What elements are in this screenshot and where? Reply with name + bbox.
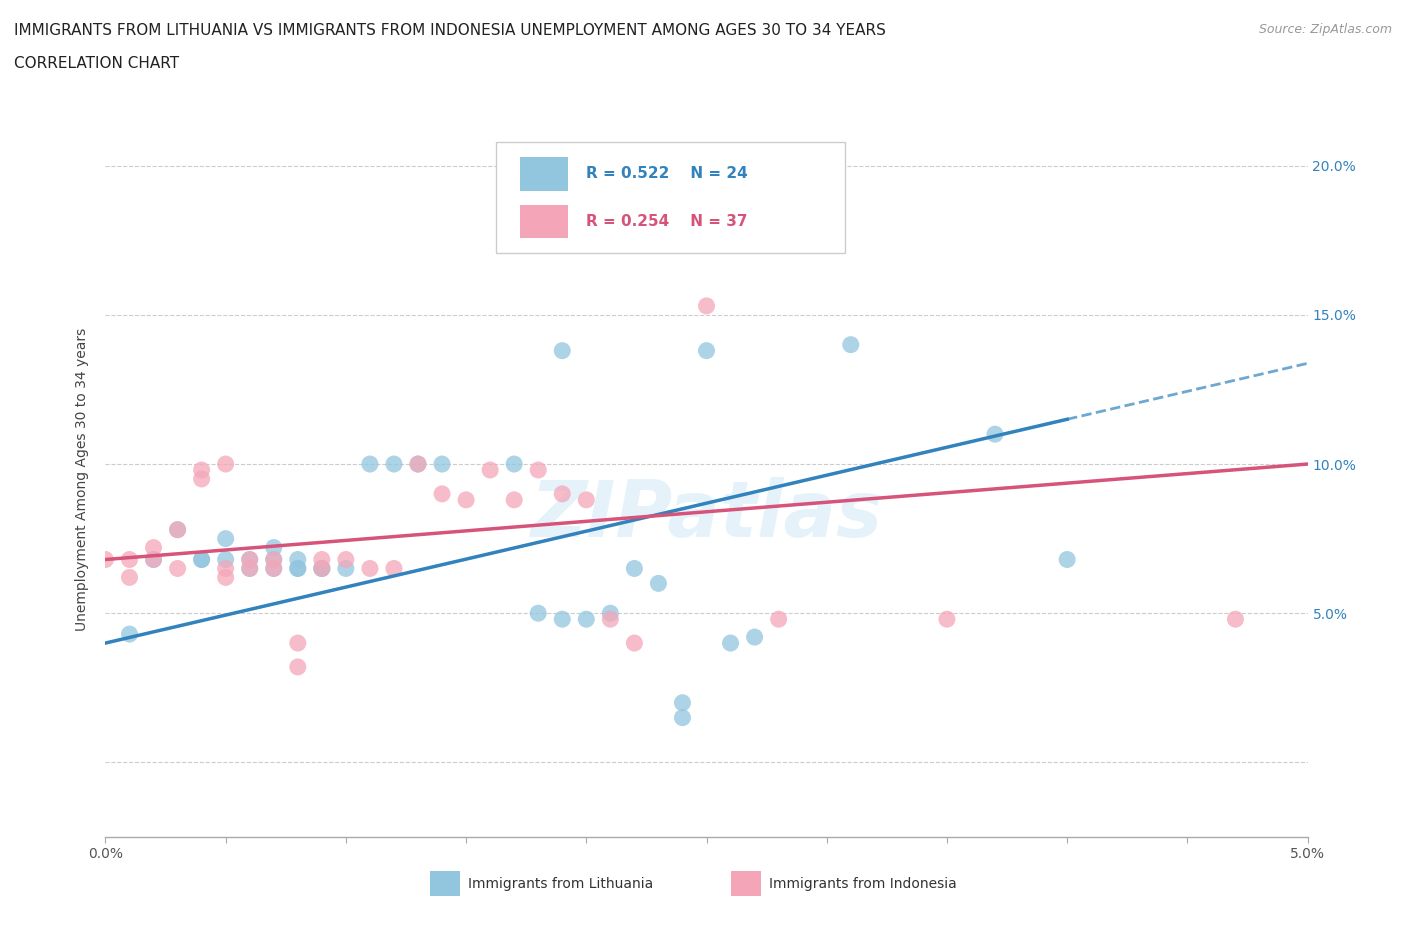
Point xyxy=(239,561,262,576)
Point xyxy=(623,635,645,650)
Text: CORRELATION CHART: CORRELATION CHART xyxy=(14,56,179,71)
Point xyxy=(263,552,285,567)
Point xyxy=(406,457,429,472)
Point xyxy=(382,457,405,472)
Point xyxy=(623,561,645,576)
Point xyxy=(335,552,357,567)
Point xyxy=(984,427,1007,442)
Point xyxy=(671,696,693,711)
Point xyxy=(287,659,309,674)
Point xyxy=(190,472,212,486)
FancyBboxPatch shape xyxy=(430,870,460,897)
Point xyxy=(263,540,285,555)
Point xyxy=(214,561,236,576)
Point xyxy=(287,561,309,576)
Point xyxy=(214,552,236,567)
Point xyxy=(1225,612,1247,627)
Point xyxy=(263,552,285,567)
Point xyxy=(744,630,766,644)
Point xyxy=(671,711,693,725)
Point xyxy=(118,552,141,567)
Point xyxy=(166,561,188,576)
Point xyxy=(406,457,429,472)
Point xyxy=(263,561,285,576)
Point xyxy=(359,561,381,576)
Point xyxy=(503,457,526,472)
Point xyxy=(287,552,309,567)
Point xyxy=(479,462,502,477)
Point xyxy=(239,552,262,567)
Point xyxy=(720,635,742,650)
Point xyxy=(166,523,188,538)
Point xyxy=(575,612,598,627)
Point xyxy=(696,299,718,313)
Point xyxy=(214,570,236,585)
Point xyxy=(430,457,453,472)
Text: Immigrants from Lithuania: Immigrants from Lithuania xyxy=(468,877,654,891)
Point xyxy=(311,561,333,576)
Point xyxy=(1056,552,1078,567)
Point xyxy=(839,338,862,352)
Point xyxy=(696,343,718,358)
Point xyxy=(142,552,165,567)
Text: R = 0.522    N = 24: R = 0.522 N = 24 xyxy=(586,166,748,181)
Point xyxy=(94,552,117,567)
Point xyxy=(287,635,309,650)
Point xyxy=(190,462,212,477)
Point xyxy=(359,457,381,472)
Point xyxy=(239,561,262,576)
Point xyxy=(214,457,236,472)
Point xyxy=(335,561,357,576)
Point xyxy=(311,561,333,576)
Point xyxy=(527,462,550,477)
Point xyxy=(599,612,621,627)
Point xyxy=(551,343,574,358)
FancyBboxPatch shape xyxy=(520,206,568,238)
Point xyxy=(263,561,285,576)
Point xyxy=(454,492,477,507)
Point xyxy=(287,561,309,576)
Point xyxy=(768,612,790,627)
Text: Immigrants from Indonesia: Immigrants from Indonesia xyxy=(769,877,956,891)
Point xyxy=(142,540,165,555)
Text: ZIPatlas: ZIPatlas xyxy=(530,477,883,552)
Point xyxy=(239,552,262,567)
Point xyxy=(190,552,212,567)
Point xyxy=(190,552,212,567)
Point xyxy=(214,531,236,546)
Point xyxy=(599,605,621,620)
FancyBboxPatch shape xyxy=(520,157,568,191)
Text: R = 0.254    N = 37: R = 0.254 N = 37 xyxy=(586,214,748,230)
Point xyxy=(142,552,165,567)
Point xyxy=(118,627,141,642)
Point xyxy=(311,552,333,567)
Point xyxy=(430,486,453,501)
FancyBboxPatch shape xyxy=(731,870,761,897)
Point xyxy=(815,203,838,218)
Point xyxy=(382,561,405,576)
Point xyxy=(575,492,598,507)
Text: Source: ZipAtlas.com: Source: ZipAtlas.com xyxy=(1258,23,1392,36)
Text: IMMIGRANTS FROM LITHUANIA VS IMMIGRANTS FROM INDONESIA UNEMPLOYMENT AMONG AGES 3: IMMIGRANTS FROM LITHUANIA VS IMMIGRANTS … xyxy=(14,23,886,38)
Point xyxy=(503,492,526,507)
Y-axis label: Unemployment Among Ages 30 to 34 years: Unemployment Among Ages 30 to 34 years xyxy=(76,327,90,631)
Point xyxy=(647,576,669,591)
Point xyxy=(311,561,333,576)
FancyBboxPatch shape xyxy=(496,142,845,253)
Point xyxy=(936,612,959,627)
Point xyxy=(551,612,574,627)
Point xyxy=(166,523,188,538)
Point xyxy=(118,570,141,585)
Point xyxy=(551,486,574,501)
Point xyxy=(527,605,550,620)
